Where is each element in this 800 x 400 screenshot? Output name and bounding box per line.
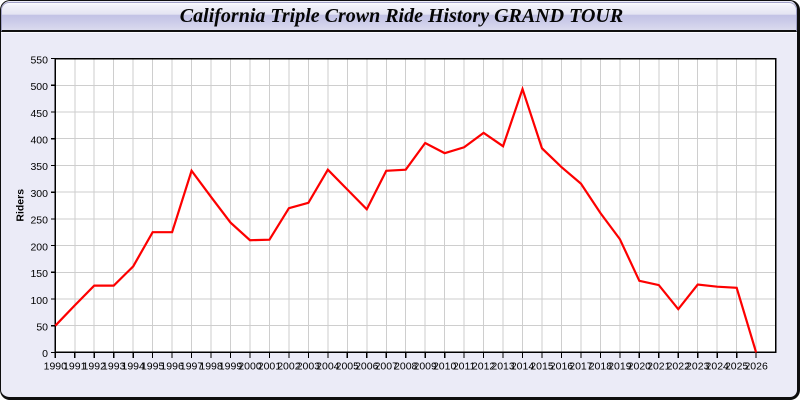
svg-text:250: 250: [30, 215, 48, 227]
svg-text:500: 500: [30, 81, 48, 93]
svg-text:1991: 1991: [63, 361, 87, 373]
svg-text:50: 50: [36, 321, 48, 333]
svg-text:Riders: Riders: [15, 189, 27, 222]
svg-text:2012: 2012: [472, 361, 496, 373]
svg-text:2024: 2024: [706, 361, 730, 373]
svg-text:2016: 2016: [550, 361, 574, 373]
svg-text:2007: 2007: [375, 361, 399, 373]
svg-text:2020: 2020: [628, 361, 652, 373]
svg-text:2001: 2001: [258, 361, 282, 373]
svg-text:2005: 2005: [336, 361, 360, 373]
svg-text:2008: 2008: [394, 361, 418, 373]
svg-text:400: 400: [30, 135, 48, 147]
svg-text:2006: 2006: [355, 361, 379, 373]
svg-text:2026: 2026: [744, 361, 768, 373]
svg-text:2021: 2021: [647, 361, 671, 373]
svg-text:1994: 1994: [121, 361, 145, 373]
svg-text:2004: 2004: [316, 361, 340, 373]
svg-text:2009: 2009: [414, 361, 438, 373]
svg-text:300: 300: [30, 188, 48, 200]
svg-text:2019: 2019: [608, 361, 632, 373]
svg-text:100: 100: [30, 295, 48, 307]
svg-text:2022: 2022: [667, 361, 691, 373]
svg-text:2000: 2000: [238, 361, 262, 373]
svg-text:1992: 1992: [83, 361, 107, 373]
svg-text:2018: 2018: [589, 361, 613, 373]
svg-text:2015: 2015: [530, 361, 554, 373]
svg-text:150: 150: [30, 268, 48, 280]
svg-text:1998: 1998: [199, 361, 223, 373]
svg-text:2003: 2003: [297, 361, 321, 373]
svg-text:2010: 2010: [433, 361, 457, 373]
svg-text:200: 200: [30, 241, 48, 253]
svg-text:0: 0: [42, 348, 48, 360]
svg-text:2025: 2025: [725, 361, 749, 373]
svg-text:550: 550: [30, 54, 48, 66]
svg-text:2017: 2017: [569, 361, 593, 373]
svg-text:450: 450: [30, 108, 48, 120]
svg-text:1996: 1996: [160, 361, 184, 373]
svg-text:2014: 2014: [511, 361, 535, 373]
svg-text:1999: 1999: [219, 361, 243, 373]
svg-text:350: 350: [30, 161, 48, 173]
svg-text:2011: 2011: [453, 361, 476, 373]
svg-text:1997: 1997: [180, 361, 204, 373]
svg-text:2002: 2002: [277, 361, 301, 373]
svg-text:1990: 1990: [44, 361, 68, 373]
svg-text:2013: 2013: [491, 361, 515, 373]
svg-text:2023: 2023: [686, 361, 710, 373]
svg-text:1993: 1993: [102, 361, 126, 373]
svg-text:1995: 1995: [141, 361, 165, 373]
